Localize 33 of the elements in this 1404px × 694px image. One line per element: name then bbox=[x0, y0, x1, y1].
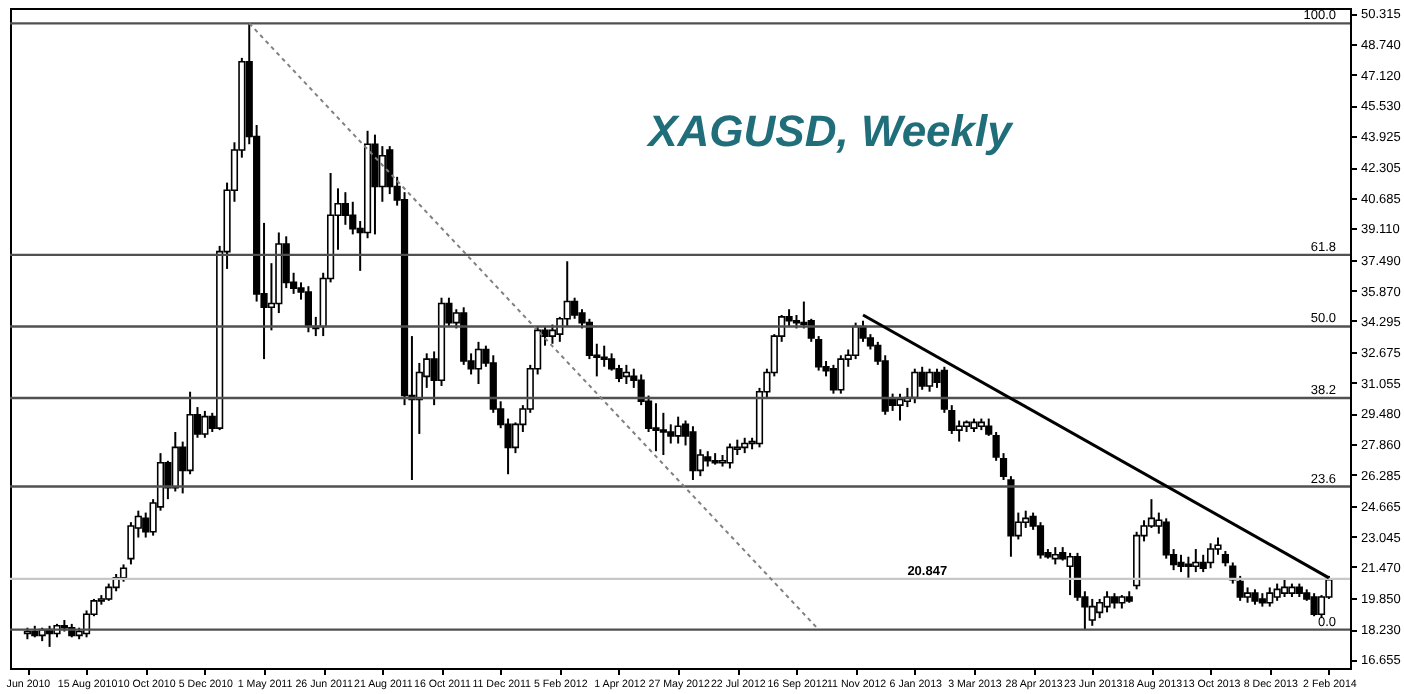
candlestick bbox=[1310, 592, 1318, 618]
candlestick bbox=[652, 402, 660, 453]
candlestick bbox=[659, 411, 667, 457]
candlestick bbox=[911, 367, 919, 405]
candlestick bbox=[1206, 542, 1215, 570]
candlestick bbox=[1103, 590, 1111, 614]
candlestick bbox=[726, 442, 734, 470]
candlestick bbox=[896, 392, 904, 422]
candlestick bbox=[371, 133, 379, 236]
candlestick bbox=[918, 365, 926, 391]
candlestick bbox=[201, 409, 209, 439]
candlestick bbox=[829, 363, 838, 395]
candlestick bbox=[1036, 521, 1045, 560]
candlestick bbox=[674, 415, 682, 445]
candlestick bbox=[600, 344, 608, 368]
candlestick bbox=[837, 354, 845, 395]
candlestick bbox=[1184, 555, 1192, 579]
candlestick bbox=[571, 296, 579, 320]
candlestick bbox=[460, 306, 468, 366]
candlestick bbox=[852, 321, 860, 361]
candlestick bbox=[341, 191, 349, 226]
candlestick bbox=[1192, 548, 1200, 574]
candlestick bbox=[474, 340, 483, 386]
candlestick bbox=[1096, 597, 1104, 620]
candlestick bbox=[1266, 586, 1274, 608]
candlestick bbox=[1088, 597, 1096, 627]
candlestick bbox=[1066, 551, 1074, 597]
candlestick bbox=[622, 363, 630, 386]
candlestick bbox=[925, 367, 934, 393]
candlestick bbox=[304, 285, 312, 334]
candlestick bbox=[378, 145, 386, 203]
candlestick bbox=[689, 425, 697, 481]
text: XAGUSD, Weekly bbox=[644, 106, 1016, 156]
